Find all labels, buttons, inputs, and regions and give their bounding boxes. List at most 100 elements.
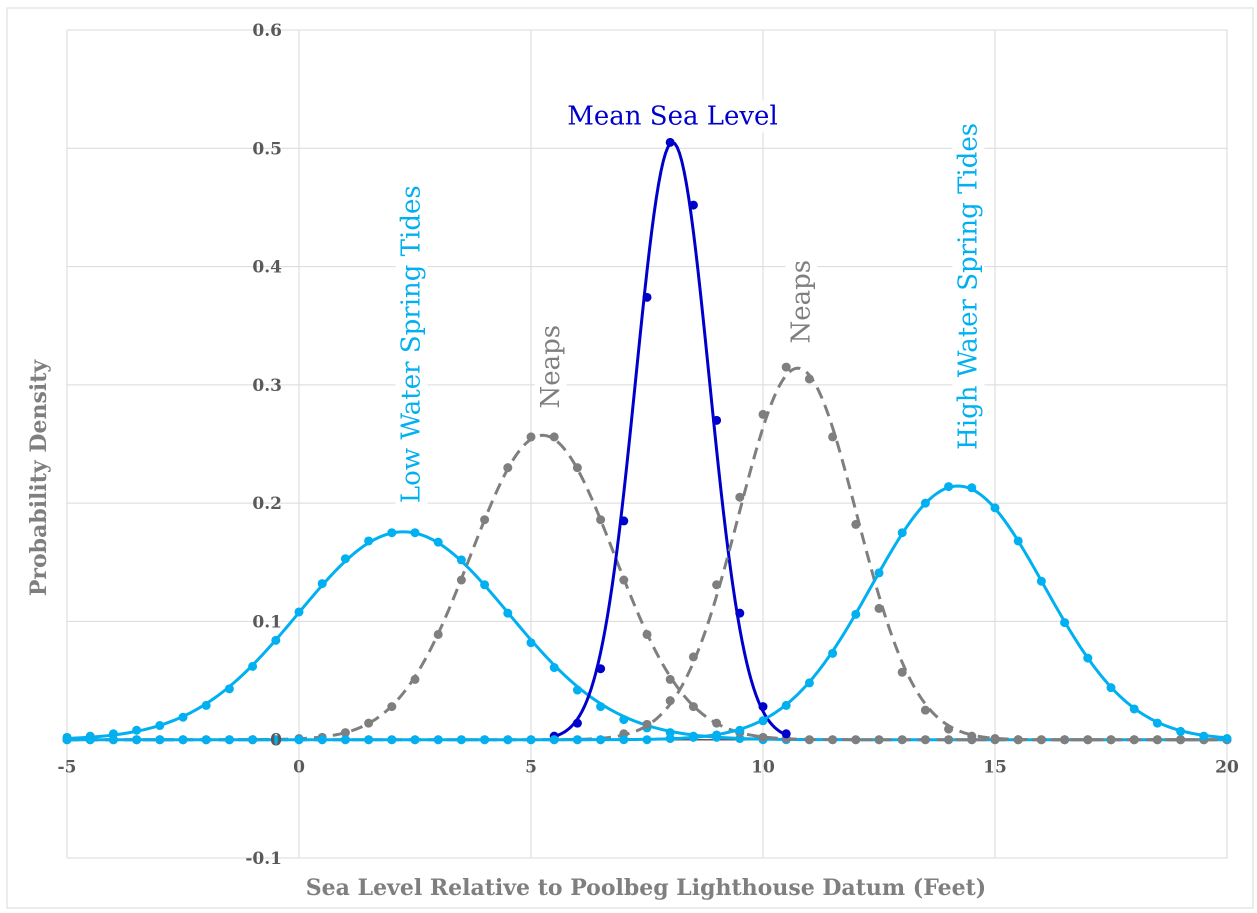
curve-label: Neaps — [786, 260, 816, 344]
data-point — [224, 735, 234, 745]
data-point — [132, 735, 142, 745]
data-point — [364, 536, 374, 546]
data-point — [433, 537, 443, 547]
data-point — [874, 603, 884, 613]
data-point — [1083, 735, 1093, 745]
data-point — [1129, 735, 1139, 745]
data-point — [665, 137, 675, 147]
data-point — [1060, 618, 1070, 628]
data-point — [828, 648, 838, 658]
data-point — [781, 362, 791, 372]
x-tick-label: -5 — [58, 758, 77, 778]
data-point — [572, 718, 582, 728]
data-point — [967, 731, 977, 741]
data-point — [155, 735, 165, 745]
curve-label-background — [395, 182, 428, 507]
data-point — [688, 702, 698, 712]
data-point — [1152, 735, 1162, 745]
curve-label-background — [534, 321, 567, 412]
x-tick-label: 0 — [293, 758, 305, 778]
data-point — [224, 684, 234, 694]
data-point — [1106, 735, 1116, 745]
data-point — [967, 483, 977, 493]
y-tick-label: 0.6 — [252, 21, 282, 41]
data-point — [804, 678, 814, 688]
data-point — [410, 528, 420, 538]
data-point — [944, 735, 954, 745]
series-layer — [62, 137, 1232, 745]
data-point — [688, 732, 698, 742]
data-point — [480, 735, 490, 745]
data-point — [1106, 683, 1116, 693]
data-point — [294, 735, 304, 745]
data-point — [990, 734, 1000, 744]
data-point — [1036, 735, 1046, 745]
data-point — [132, 725, 142, 735]
series-2 — [549, 137, 791, 741]
data-point — [271, 735, 281, 745]
y-tick-label: 0 — [270, 731, 282, 751]
y-tick-label: -0.1 — [245, 849, 282, 869]
data-point — [1083, 653, 1093, 663]
curve-label-background — [785, 256, 818, 347]
data-point — [456, 735, 466, 745]
data-point — [340, 728, 350, 738]
y-tick-label: 0.4 — [252, 258, 282, 278]
data-point — [712, 718, 722, 728]
data-point — [155, 721, 165, 731]
data-point — [596, 664, 606, 674]
x-tick-label: 5 — [525, 758, 537, 778]
data-point — [549, 663, 559, 673]
curve-label: Low Water Spring Tides — [397, 185, 427, 503]
data-point — [897, 735, 907, 745]
data-point — [178, 712, 188, 722]
data-point — [1036, 576, 1046, 586]
data-point — [944, 724, 954, 734]
data-point — [596, 702, 606, 712]
data-point — [642, 292, 652, 302]
data-point — [201, 735, 211, 745]
x-tick-label: 20 — [1215, 758, 1239, 778]
x-axis-title: Sea Level Relative to Poolbeg Lighthouse… — [306, 875, 986, 901]
data-point — [665, 696, 675, 706]
data-point — [480, 515, 490, 525]
data-point — [201, 700, 211, 710]
y-tick-label: 0.1 — [252, 612, 282, 632]
data-point — [781, 700, 791, 710]
data-point — [920, 735, 930, 745]
data-point — [317, 735, 327, 745]
data-point — [851, 519, 861, 529]
data-point — [619, 735, 629, 745]
data-point — [735, 725, 745, 735]
data-point — [526, 432, 536, 442]
data-point — [665, 674, 675, 684]
data-point — [596, 735, 606, 745]
data-point — [1176, 735, 1186, 745]
data-point — [294, 607, 304, 617]
data-point — [456, 555, 466, 565]
data-point — [920, 705, 930, 715]
data-point — [364, 735, 374, 745]
data-point — [526, 735, 536, 745]
data-point — [712, 580, 722, 590]
data-point — [387, 702, 397, 712]
data-point — [874, 735, 884, 745]
data-point — [874, 568, 884, 578]
data-point — [758, 716, 768, 726]
data-point — [688, 200, 698, 210]
data-point — [665, 734, 675, 744]
data-point — [248, 735, 258, 745]
data-point — [781, 729, 791, 739]
data-point — [851, 735, 861, 745]
data-point — [572, 685, 582, 695]
data-point — [712, 415, 722, 425]
x-tick-label: 15 — [983, 758, 1007, 778]
data-point — [108, 735, 118, 745]
chart-border — [6, 7, 1254, 909]
data-point — [317, 579, 327, 589]
data-point — [642, 629, 652, 639]
data-point — [920, 498, 930, 508]
data-point — [178, 735, 188, 745]
data-point — [1176, 726, 1186, 736]
